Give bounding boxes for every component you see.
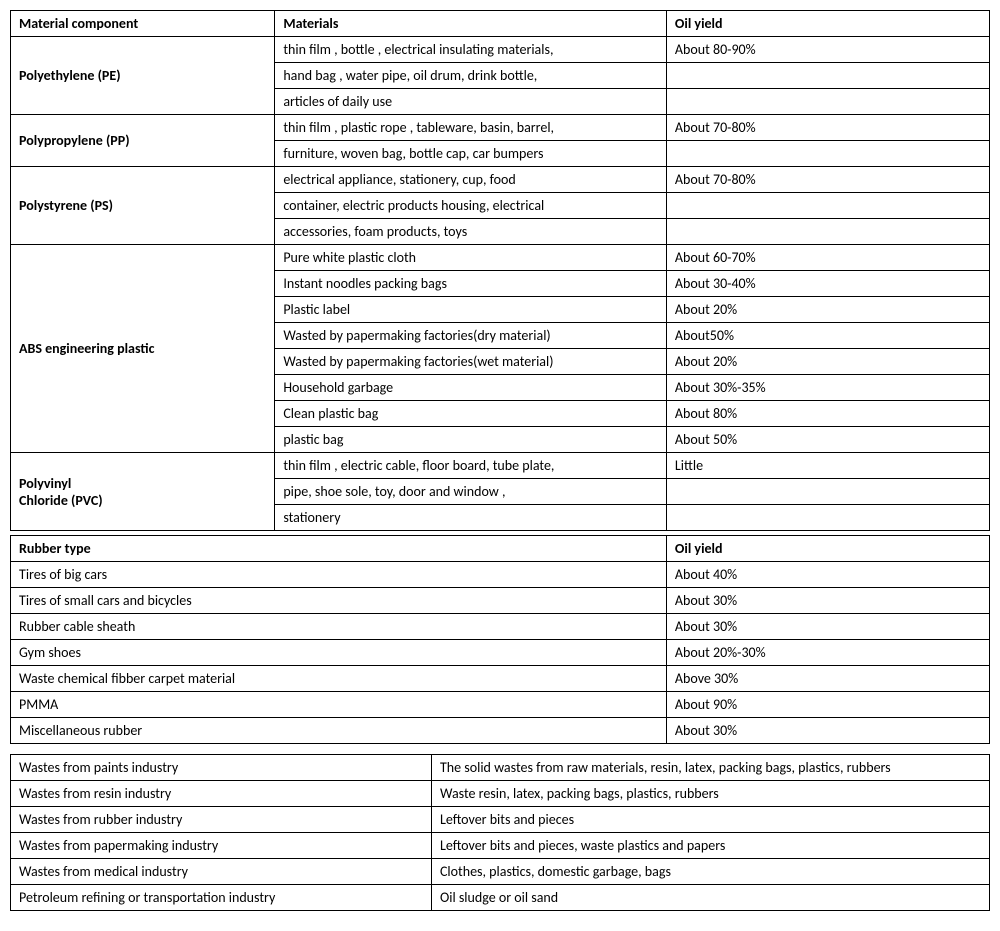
oil-yield-cell: About 30-40% xyxy=(666,271,989,297)
oil-yield-cell: About 20%-30% xyxy=(666,640,989,666)
header-oil-yield: Oil yield xyxy=(666,11,989,37)
rubber-oil-yield-table: Rubber type Oil yield Tires of big carsA… xyxy=(10,535,990,744)
table-row: Miscellaneous rubberAbout 30% xyxy=(11,718,990,744)
rubber-type-cell: Rubber cable sheath xyxy=(11,614,667,640)
header-materials: Materials xyxy=(275,11,667,37)
rubber-type-cell: Tires of small cars and bicycles xyxy=(11,588,667,614)
materials-cell: container, electric products housing, el… xyxy=(275,193,667,219)
rubber-type-cell: Tires of big cars xyxy=(11,562,667,588)
table-row: Gym shoesAbout 20%-30% xyxy=(11,640,990,666)
material-component-cell: PolyvinylChloride (PVC) xyxy=(11,453,275,531)
oil-yield-cell: About50% xyxy=(666,323,989,349)
waste-source-cell: Wastes from resin industry xyxy=(11,781,432,807)
oil-yield-cell xyxy=(666,219,989,245)
materials-cell: accessories, foam products, toys xyxy=(275,219,667,245)
materials-cell: Instant noodles packing bags xyxy=(275,271,667,297)
materials-cell: hand bag , water pipe, oil drum, drink b… xyxy=(275,63,667,89)
waste-desc-cell: Oil sludge or oil sand xyxy=(431,885,989,911)
table-row: Polypropylene (PP)thin film , plastic ro… xyxy=(11,115,990,141)
materials-cell: thin film , plastic rope , tableware, ba… xyxy=(275,115,667,141)
materials-cell: thin film , electric cable, floor board,… xyxy=(275,453,667,479)
table-row: ABS engineering plasticPure white plasti… xyxy=(11,245,990,271)
table-row: PolyvinylChloride (PVC)thin film , elect… xyxy=(11,453,990,479)
rubber-type-cell: Waste chemical fibber carpet material xyxy=(11,666,667,692)
materials-cell: Plastic label xyxy=(275,297,667,323)
oil-yield-cell: About 20% xyxy=(666,297,989,323)
waste-source-cell: Wastes from paints industry xyxy=(11,755,432,781)
materials-cell: furniture, woven bag, bottle cap, car bu… xyxy=(275,141,667,167)
oil-yield-cell: About 70-80% xyxy=(666,167,989,193)
oil-yield-cell: About 20% xyxy=(666,349,989,375)
table-row: Polyethylene (PE)thin film , bottle , el… xyxy=(11,37,990,63)
oil-yield-cell: About 40% xyxy=(666,562,989,588)
oil-yield-cell: About 30%-35% xyxy=(666,375,989,401)
waste-desc-cell: Leftover bits and pieces, waste plastics… xyxy=(431,833,989,859)
materials-cell: electrical appliance, stationery, cup, f… xyxy=(275,167,667,193)
header-oil-yield: Oil yield xyxy=(666,536,989,562)
table-row: Petroleum refining or transportation ind… xyxy=(11,885,990,911)
oil-yield-cell xyxy=(666,479,989,505)
waste-desc-cell: Leftover bits and pieces xyxy=(431,807,989,833)
table-row: Wastes from rubber industryLeftover bits… xyxy=(11,807,990,833)
table-row: Polystyrene (PS)electrical appliance, st… xyxy=(11,167,990,193)
oil-yield-cell: About 60-70% xyxy=(666,245,989,271)
waste-source-cell: Petroleum refining or transportation ind… xyxy=(11,885,432,911)
materials-cell: articles of daily use xyxy=(275,89,667,115)
material-component-cell: Polypropylene (PP) xyxy=(11,115,275,167)
oil-yield-cell xyxy=(666,141,989,167)
table-header-row: Rubber type Oil yield xyxy=(11,536,990,562)
materials-cell: Wasted by papermaking factories(dry mate… xyxy=(275,323,667,349)
materials-cell: stationery xyxy=(275,505,667,531)
waste-source-cell: Wastes from papermaking industry xyxy=(11,833,432,859)
waste-desc-cell: Clothes, plastics, domestic garbage, bag… xyxy=(431,859,989,885)
table-row: Wastes from medical industryClothes, pla… xyxy=(11,859,990,885)
industry-waste-table: Wastes from paints industryThe solid was… xyxy=(10,754,990,911)
header-material-component: Material component xyxy=(11,11,275,37)
materials-cell: Clean plastic bag xyxy=(275,401,667,427)
waste-desc-cell: Waste resin, latex, packing bags, plasti… xyxy=(431,781,989,807)
table-row: Tires of big carsAbout 40% xyxy=(11,562,990,588)
oil-yield-cell: About 30% xyxy=(666,614,989,640)
materials-cell: thin film , bottle , electrical insulati… xyxy=(275,37,667,63)
oil-yield-cell: Above 30% xyxy=(666,666,989,692)
table-header-row: Material component Materials Oil yield xyxy=(11,11,990,37)
materials-cell: plastic bag xyxy=(275,427,667,453)
materials-cell: Pure white plastic cloth xyxy=(275,245,667,271)
table-row: Waste chemical fibber carpet materialAbo… xyxy=(11,666,990,692)
header-rubber-type: Rubber type xyxy=(11,536,667,562)
rubber-type-cell: Gym shoes xyxy=(11,640,667,666)
material-component-cell: Polyethylene (PE) xyxy=(11,37,275,115)
rubber-type-cell: Miscellaneous rubber xyxy=(11,718,667,744)
materials-cell: Wasted by papermaking factories(wet mate… xyxy=(275,349,667,375)
material-component-cell: ABS engineering plastic xyxy=(11,245,275,453)
oil-yield-cell xyxy=(666,89,989,115)
rubber-type-cell: PMMA xyxy=(11,692,667,718)
oil-yield-cell xyxy=(666,505,989,531)
table-row: Wastes from resin industryWaste resin, l… xyxy=(11,781,990,807)
waste-source-cell: Wastes from rubber industry xyxy=(11,807,432,833)
table-row: Tires of small cars and bicyclesAbout 30… xyxy=(11,588,990,614)
material-oil-yield-table: Material component Materials Oil yield P… xyxy=(10,10,990,531)
oil-yield-cell: About 50% xyxy=(666,427,989,453)
oil-yield-cell: About 90% xyxy=(666,692,989,718)
materials-cell: Household garbage xyxy=(275,375,667,401)
waste-desc-cell: The solid wastes from raw materials, res… xyxy=(431,755,989,781)
oil-yield-cell: About 30% xyxy=(666,718,989,744)
table-row: Wastes from paints industryThe solid was… xyxy=(11,755,990,781)
waste-source-cell: Wastes from medical industry xyxy=(11,859,432,885)
oil-yield-cell: Little xyxy=(666,453,989,479)
materials-cell: pipe, shoe sole, toy, door and window , xyxy=(275,479,667,505)
oil-yield-cell: About 80% xyxy=(666,401,989,427)
oil-yield-cell: About 80-90% xyxy=(666,37,989,63)
oil-yield-cell: About 70-80% xyxy=(666,115,989,141)
table-row: Rubber cable sheathAbout 30% xyxy=(11,614,990,640)
material-component-cell: Polystyrene (PS) xyxy=(11,167,275,245)
oil-yield-cell xyxy=(666,193,989,219)
oil-yield-cell xyxy=(666,63,989,89)
table-row: PMMAAbout 90% xyxy=(11,692,990,718)
oil-yield-cell: About 30% xyxy=(666,588,989,614)
table-row: Wastes from papermaking industryLeftover… xyxy=(11,833,990,859)
